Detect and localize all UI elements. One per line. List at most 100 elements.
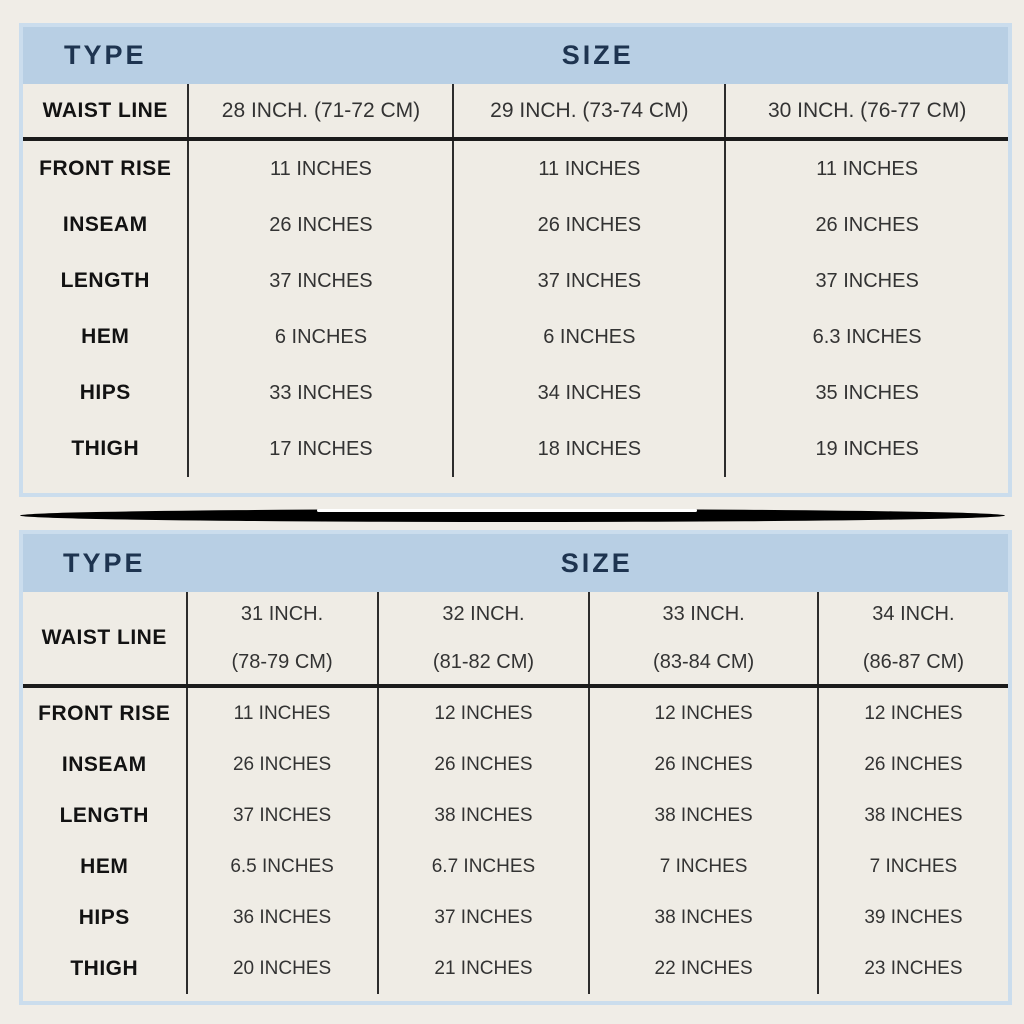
measurement-label: INSEAM xyxy=(62,213,148,236)
waist-size-cell: 33 INCH. (83-84 CM) xyxy=(588,592,817,684)
measurement-label: INSEAM xyxy=(61,752,147,776)
waist-size-text: 33 INCH. xyxy=(662,602,745,625)
measurement-label: LENGTH xyxy=(59,803,149,827)
measurement-value: 26 INCHES xyxy=(588,739,817,790)
waist-size-text: 30 INCH. (76-77 CM) xyxy=(767,98,967,122)
measurement-value: 12 INCHES xyxy=(376,688,589,739)
measurement-value: 19 INCHES xyxy=(724,421,1008,477)
measurement-value: 17 INCHES xyxy=(187,421,452,477)
measurement-value: 34 INCHES xyxy=(452,365,724,421)
measurement-value: 11 INCHES xyxy=(187,141,452,197)
measurement-label: LENGTH xyxy=(60,269,150,292)
measurement-value: 33 INCHES xyxy=(187,365,452,421)
measurement-value: 7 INCHES xyxy=(588,841,817,892)
measurement-value: 6.7 INCHES xyxy=(376,841,589,892)
waist-size-text: 34 INCH. xyxy=(872,602,955,625)
measurement-label: HIPS xyxy=(78,905,130,929)
measurement-value: 7 INCHES xyxy=(816,841,1008,892)
waist-line-label: WAIST LINE xyxy=(41,626,167,649)
measurement-value: 11 INCHES xyxy=(452,141,724,197)
waist-size-cell: 31 INCH. (78-79 CM) xyxy=(185,592,377,684)
waist-line-row: WAIST LINE 28 INCH. (71-72 CM) 29 INCH. (7… xyxy=(23,84,1008,137)
measurement-value: 11 INCHES xyxy=(185,688,377,739)
measurement-value: 11 INCHES xyxy=(724,141,1008,197)
measurement-row: HEM 6 INCHES 6 INCHES 6.3 INCHES xyxy=(23,309,1008,365)
waist-size-text: 31 INCH. xyxy=(240,602,324,625)
measurement-row: INSEAM 26 INCHES 26 INCHES 26 INCHES xyxy=(23,197,1008,253)
measurement-value: 37 INCHES xyxy=(185,790,377,841)
measurement-value: 26 INCHES xyxy=(376,739,589,790)
divider-highlight xyxy=(317,509,697,512)
waist-size-cell: 28 INCH. (71-72 CM) xyxy=(187,84,452,137)
measurement-row: THIGH 20 INCHES 21 INCHES 22 INCHES 23 INCHE… xyxy=(23,943,1008,994)
table-header: TYPE SIZE xyxy=(23,27,1008,84)
size-table-top: TYPE SIZE WAIST LINE 28 INCH. (71-72 CM) 2… xyxy=(19,23,1012,497)
measurement-label: HEM xyxy=(81,325,130,348)
measurement-value: 18 INCHES xyxy=(452,421,724,477)
measurement-label: FRONT RISE xyxy=(38,701,171,725)
waist-size-text: 28 INCH. (71-72 CM) xyxy=(221,98,421,122)
size-column-heading: SIZE xyxy=(560,547,633,578)
measurement-value: 26 INCHES xyxy=(187,197,452,253)
measurement-value: 6 INCHES xyxy=(187,309,452,365)
measurement-value: 26 INCHES xyxy=(724,197,1008,253)
measurement-value: 23 INCHES xyxy=(816,943,1008,994)
measurement-rows: FRONT RISE 11 INCHES 11 INCHES 11 INCHES INS… xyxy=(23,141,1008,477)
waist-size-text: (83-84 CM) xyxy=(653,650,755,673)
measurement-row: HEM 6.5 INCHES 6.7 INCHES 7 INCHES 7 INCHES xyxy=(23,841,1008,892)
measurement-value: 6 INCHES xyxy=(452,309,724,365)
measurement-value: 12 INCHES xyxy=(588,688,817,739)
divider-shadow xyxy=(20,509,1005,522)
waist-size-text: (78-79 CM) xyxy=(231,650,333,673)
waist-line-label: WAIST LINE xyxy=(42,98,168,122)
waist-size-cell: 32 INCH. (81-82 CM) xyxy=(376,592,589,684)
measurement-value: 22 INCHES xyxy=(588,943,817,994)
type-column-heading: TYPE xyxy=(63,40,147,70)
measurement-value: 37 INCHES xyxy=(452,253,724,309)
measurement-value: 38 INCHES xyxy=(588,790,817,841)
measurement-row: HIPS 33 INCHES 34 INCHES 35 INCHES xyxy=(23,365,1008,421)
waist-size-text: (86-87 CM) xyxy=(862,650,964,673)
measurement-value: 37 INCHES xyxy=(376,892,589,943)
measurement-value: 39 INCHES xyxy=(816,892,1008,943)
measurement-value: 37 INCHES xyxy=(187,253,452,309)
measurement-value: 38 INCHES xyxy=(376,790,589,841)
thick-divider-line xyxy=(23,684,1008,688)
size-table-bottom: TYPE SIZE WAIST LINE 31 INCH. (78-79 CM) 32… xyxy=(19,530,1012,1005)
measurement-value: 20 INCHES xyxy=(185,943,377,994)
tables-divider xyxy=(0,497,1024,530)
measurement-value: 12 INCHES xyxy=(816,688,1008,739)
measurement-value: 6.3 INCHES xyxy=(724,309,1008,365)
waist-size-cell: 29 INCH. (73-74 CM) xyxy=(452,84,724,137)
measurement-value: 38 INCHES xyxy=(588,892,817,943)
measurement-row: FRONT RISE 11 INCHES 11 INCHES 11 INCHES xyxy=(23,141,1008,197)
waist-size-text: 32 INCH. xyxy=(442,602,525,625)
waist-size-cell: 34 INCH. (86-87 CM) xyxy=(816,592,1008,684)
size-column-heading: SIZE xyxy=(561,40,634,70)
measurement-row: LENGTH 37 INCHES 38 INCHES 38 INCHES 38 INCH… xyxy=(23,790,1008,841)
waist-size-text: 29 INCH. (73-74 CM) xyxy=(490,98,689,122)
measurement-value: 26 INCHES xyxy=(816,739,1008,790)
table-header: TYPE SIZE xyxy=(23,534,1008,592)
measurement-rows: FRONT RISE 11 INCHES 12 INCHES 12 INCHES 12 … xyxy=(23,688,1008,994)
measurement-value: 35 INCHES xyxy=(724,365,1008,421)
measurement-value: 6.5 INCHES xyxy=(185,841,377,892)
measurement-value: 21 INCHES xyxy=(376,943,589,994)
waist-line-row: WAIST LINE 31 INCH. (78-79 CM) 32 INCH. (81-… xyxy=(23,592,1008,684)
measurement-label: THIGH xyxy=(71,437,140,460)
measurement-row: FRONT RISE 11 INCHES 12 INCHES 12 INCHES 12 … xyxy=(23,688,1008,739)
measurement-value: 37 INCHES xyxy=(724,253,1008,309)
measurement-row: INSEAM 26 INCHES 26 INCHES 26 INCHES 26 INCH… xyxy=(23,739,1008,790)
measurement-value: 38 INCHES xyxy=(816,790,1008,841)
measurement-label: HIPS xyxy=(79,381,131,404)
waist-size-text: (81-82 CM) xyxy=(432,650,535,673)
measurement-value: 36 INCHES xyxy=(185,892,377,943)
measurement-row: THIGH 17 INCHES 18 INCHES 19 INCHES xyxy=(23,421,1008,477)
measurement-value: 26 INCHES xyxy=(185,739,377,790)
measurement-label: THIGH xyxy=(70,956,139,980)
measurement-value: 26 INCHES xyxy=(452,197,724,253)
waist-size-cell: 30 INCH. (76-77 CM) xyxy=(724,84,1008,137)
measurement-label: HEM xyxy=(80,854,129,878)
thick-divider-line xyxy=(23,137,1008,141)
